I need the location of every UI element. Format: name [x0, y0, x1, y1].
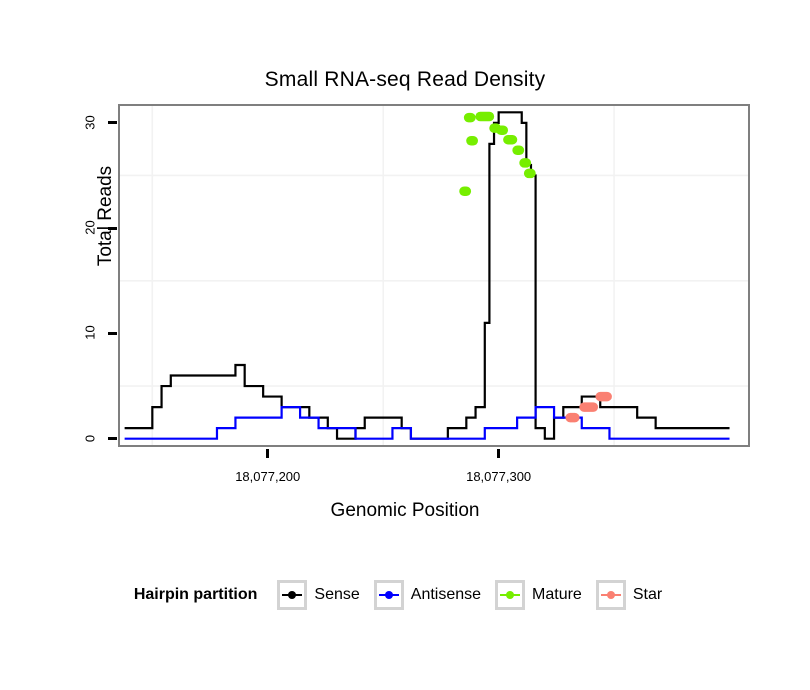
- y-tick-label: 20: [82, 220, 98, 235]
- legend-key-dot: [506, 591, 515, 599]
- legend-key-dot: [606, 591, 615, 599]
- x-tick-label: 18,077,200: [235, 469, 301, 484]
- x-tick-label: 18,077,300: [466, 469, 532, 484]
- legend-key-star-icon: [595, 580, 626, 610]
- y-tick-mark: [108, 437, 117, 441]
- legend-entry-sense[interactable]: Sense: [277, 580, 360, 610]
- legend-label: Sense: [314, 586, 360, 603]
- y-tick-mark: [108, 121, 117, 125]
- x-tick-mark: [266, 449, 270, 458]
- plot-canvas: [120, 106, 748, 445]
- x-axis-title: Genomic Position: [330, 500, 480, 521]
- plot-panel: [118, 104, 750, 447]
- legend-entry-antisense[interactable]: Antisense: [373, 580, 482, 610]
- legend-key-dot: [384, 591, 393, 599]
- y-tick-label: 0: [82, 434, 98, 442]
- legend-key-sense-icon: [277, 580, 308, 610]
- legend-title: Hairpin partition: [133, 586, 258, 603]
- y-tick-mark: [108, 331, 117, 335]
- legend: Hairpin partition Sense Antisense Mature St…: [0, 580, 810, 610]
- chart-title: Small RNA-seq Read Density: [264, 68, 546, 91]
- y-axis-title: Total Reads: [95, 165, 116, 267]
- legend-entry-group: Sense Antisense Mature Star: [277, 580, 676, 610]
- x-tick-mark: [497, 449, 501, 458]
- legend-key-mature-icon: [495, 580, 526, 610]
- legend-label: Star: [632, 586, 663, 603]
- legend-label: Antisense: [410, 586, 482, 603]
- legend-key-dot: [288, 591, 297, 599]
- y-tick-mark: [108, 226, 117, 230]
- legend-entry-mature[interactable]: Mature: [495, 580, 582, 610]
- series-line-sense: [124, 111, 730, 440]
- y-tick-label: 10: [82, 325, 98, 341]
- legend-entry-star[interactable]: Star: [595, 580, 663, 610]
- legend-label: Mature: [532, 586, 582, 603]
- series-line-antisense: [124, 405, 730, 440]
- y-tick-label: 30: [82, 115, 98, 130]
- legend-key-antisense-icon: [373, 580, 404, 610]
